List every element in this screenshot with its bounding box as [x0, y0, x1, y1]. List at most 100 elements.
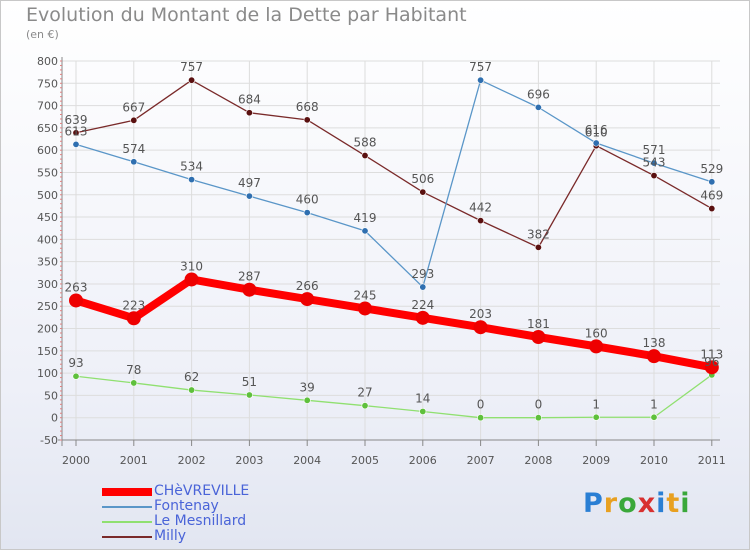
series-layer [69, 76, 719, 422]
data-label: 0 [477, 398, 485, 412]
x-tick-label: 2005 [351, 454, 379, 467]
data-point-1 [477, 76, 485, 84]
data-label: 62 [184, 370, 199, 384]
y-tick-label: 800 [37, 55, 58, 68]
data-point-2 [245, 391, 253, 399]
x-tick-label: 2011 [698, 454, 726, 467]
data-point-0 [589, 339, 604, 354]
data-label: 263 [65, 280, 88, 294]
x-tick-label: 2006 [409, 454, 437, 467]
proxiti-logo: Proxiti [583, 488, 691, 519]
data-label: 78 [126, 363, 141, 377]
logo-letter: t [666, 488, 681, 519]
data-label: 696 [527, 87, 550, 101]
chart-subtitle: (en €) [26, 28, 59, 41]
data-label: 93 [68, 356, 83, 370]
data-point-3 [708, 205, 716, 213]
data-point-0 [242, 282, 257, 297]
data-label: 534 [180, 160, 203, 174]
data-label: 588 [354, 136, 377, 150]
x-tick-label: 2004 [293, 454, 321, 467]
data-label: 245 [354, 288, 377, 302]
data-label: 203 [469, 307, 492, 321]
chart-title: Evolution du Montant de la Dette par Hab… [26, 4, 467, 26]
grid [62, 60, 720, 441]
data-point-2 [130, 379, 138, 387]
y-tick-label: 500 [37, 189, 58, 202]
data-label: 14 [415, 391, 430, 405]
logo-letter: i [680, 488, 691, 519]
data-point-2 [303, 396, 311, 404]
data-point-1 [188, 176, 196, 184]
y-tick-label: 350 [37, 256, 58, 269]
data-point-2 [361, 402, 369, 410]
data-point-0 [358, 301, 372, 316]
x-tick-label: 2007 [467, 454, 495, 467]
y-tick-label: 250 [37, 300, 58, 313]
data-label: 96 [704, 355, 719, 369]
legend-label: Fontenay [154, 498, 219, 514]
data-point-1 [361, 227, 369, 235]
data-point-3 [245, 109, 253, 117]
data-label: 460 [296, 193, 319, 207]
data-point-1 [130, 158, 138, 166]
data-label: 684 [238, 93, 261, 107]
legend-label: CHèVREVILLE [154, 483, 250, 499]
data-point-1 [303, 209, 311, 217]
data-labels: 263 223 310 287 266 245 224 203 181 160 138 113 613 5… [65, 60, 724, 412]
data-label: 610 [585, 126, 608, 140]
data-label: 138 [643, 336, 666, 350]
data-label: 667 [122, 100, 145, 114]
data-label: 266 [296, 279, 319, 293]
data-point-2 [72, 372, 80, 380]
y-tick-label: 700 [37, 100, 58, 113]
logo-letter: x [637, 488, 657, 519]
data-label: 1 [592, 397, 600, 411]
data-label: 293 [411, 267, 434, 281]
data-label: 39 [300, 380, 315, 394]
x-tick-label: 2000 [62, 454, 90, 467]
x-tick-label: 2003 [235, 454, 263, 467]
legend-swatch [102, 536, 152, 538]
data-label: 442 [469, 201, 492, 215]
series-line-2 [75, 374, 713, 419]
data-point-0 [415, 310, 430, 325]
data-label: 469 [700, 189, 723, 203]
data-point-1 [245, 192, 253, 200]
data-label: 668 [296, 100, 319, 114]
data-label: 497 [238, 176, 261, 190]
x-tick-label: 2008 [524, 454, 552, 467]
data-point-3 [130, 116, 138, 124]
y-tick-label: 0 [51, 412, 58, 425]
data-label: 181 [527, 317, 550, 331]
y-tick-label: -50 [40, 434, 58, 447]
data-point-0 [300, 292, 315, 307]
data-point-3 [72, 129, 80, 137]
data-point-2 [650, 413, 658, 421]
data-label: 543 [643, 156, 666, 170]
series-line-0 [72, 275, 716, 372]
legend-label: Milly [154, 528, 187, 544]
logo-letter: o [618, 488, 638, 519]
data-point-1 [650, 159, 658, 167]
data-label: 223 [122, 298, 145, 312]
y-tick-label: 550 [37, 166, 58, 179]
data-point-0 [704, 360, 719, 375]
axes: -500501001502002503003504004505005506006… [37, 55, 726, 467]
x-tick-label: 2001 [120, 454, 148, 467]
logo-letter: r [603, 488, 619, 519]
series-line-3 [75, 79, 713, 249]
legend-swatch [102, 506, 152, 508]
data-point-0 [69, 293, 83, 308]
data-point-3 [303, 116, 311, 124]
data-label: 382 [527, 227, 550, 241]
data-point-3 [534, 243, 542, 251]
data-label: 419 [354, 211, 377, 225]
y-tick-label: 200 [37, 323, 58, 336]
data-point-3 [650, 172, 658, 180]
data-label: 529 [700, 162, 723, 176]
data-label: 160 [585, 326, 608, 340]
data-label: 310 [180, 259, 203, 273]
